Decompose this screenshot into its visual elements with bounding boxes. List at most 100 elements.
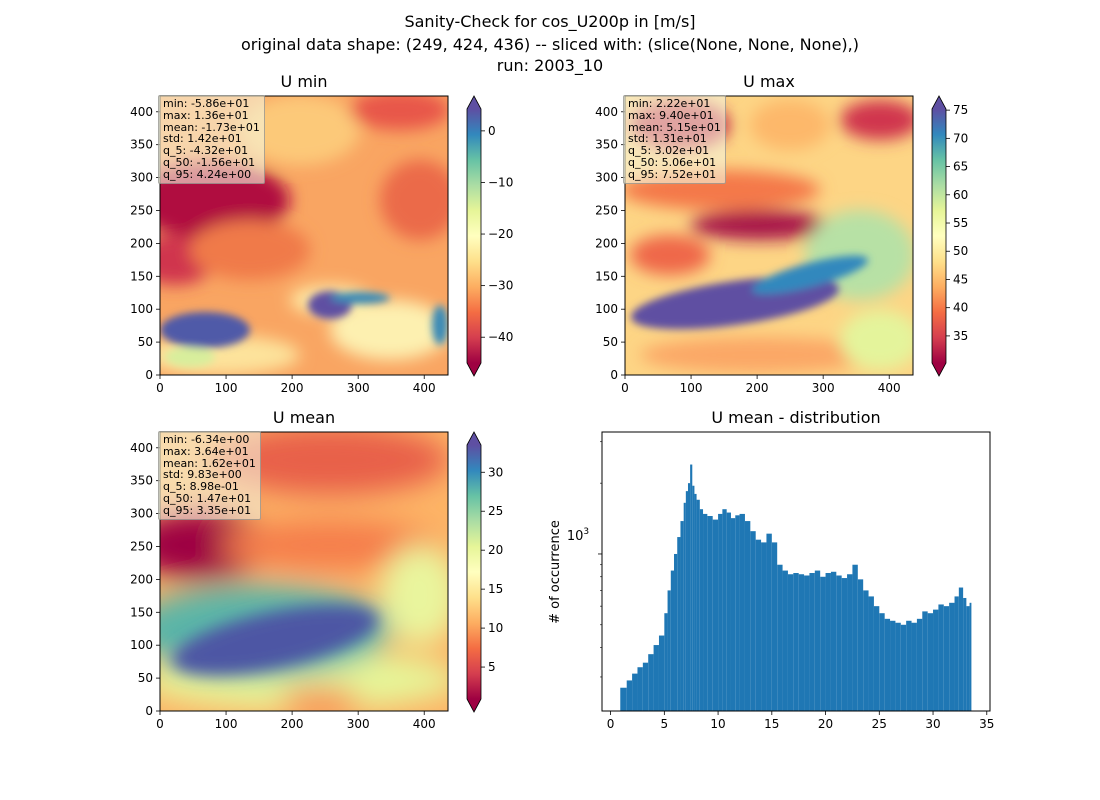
umin-xtick-label: 200 bbox=[281, 381, 304, 395]
hist-bar bbox=[949, 602, 955, 711]
umin-ytick-label: 400 bbox=[130, 105, 153, 119]
umean-stat-line: std: 9.83e+00 bbox=[163, 468, 242, 482]
hist-bar bbox=[927, 613, 934, 711]
umean-stat-line: mean: 1.62e+01 bbox=[163, 456, 256, 470]
umax-colorbar-tick-label: 75 bbox=[953, 103, 968, 117]
hist-xtick-label: 20 bbox=[818, 717, 833, 731]
hist-bar bbox=[722, 509, 727, 711]
hist-bar bbox=[707, 516, 713, 711]
hist-bar bbox=[847, 574, 853, 711]
hist-bar bbox=[777, 564, 783, 711]
hist-bar bbox=[670, 570, 675, 711]
hist-bar bbox=[938, 604, 944, 711]
umin-ytick-label: 300 bbox=[130, 171, 153, 185]
hist-bar bbox=[830, 571, 837, 711]
hist-bar bbox=[761, 542, 767, 711]
umean-stat-line: q_5: 8.98e-01 bbox=[163, 480, 239, 494]
hist-xtick-label: 35 bbox=[979, 717, 994, 731]
umean-ytick-label: 0 bbox=[145, 704, 153, 718]
hist-bar bbox=[820, 576, 826, 711]
hist-bar bbox=[766, 533, 772, 711]
umean-stats-box: min: -6.34e+00 max: 3.64e+01 mean: 1.62e+0… bbox=[158, 431, 261, 520]
hist-bar bbox=[735, 515, 740, 711]
umax-ytick-label: 200 bbox=[595, 236, 618, 250]
umax-xtick-label: 200 bbox=[746, 381, 769, 395]
umax-axes-frame bbox=[624, 95, 914, 376]
umean-ytick-label: 300 bbox=[130, 507, 153, 521]
umax-colorbar-tick-label: 65 bbox=[953, 160, 968, 174]
umax-stat-line: mean: 5.15e+01 bbox=[628, 120, 721, 134]
umax-ytick-label: 300 bbox=[595, 171, 618, 185]
hist-bar bbox=[718, 513, 723, 711]
umin-stat-line: min: -5.86e+01 bbox=[163, 97, 250, 110]
hist-bar bbox=[620, 687, 627, 711]
umean-ytick-label: 100 bbox=[130, 638, 153, 652]
hist-xtick-label: 15 bbox=[764, 717, 779, 731]
hist-bar bbox=[922, 611, 928, 711]
figure-title-line1: Sanity-Check for cos_U200p in [m/s] bbox=[404, 12, 696, 31]
hist-bar bbox=[857, 579, 864, 711]
umean-stat-line: min: -6.34e+00 bbox=[163, 433, 250, 446]
figure-title-line3: run: 2003_10 bbox=[496, 56, 604, 75]
umean-ytick-label: 400 bbox=[130, 441, 153, 455]
hist-xtick-label: 5 bbox=[661, 717, 669, 731]
umin-stat-line: mean: -1.73e+01 bbox=[163, 120, 260, 134]
hist-bar bbox=[963, 597, 967, 711]
hist-xtick-label: 25 bbox=[872, 717, 887, 731]
umin-xtick-label: 300 bbox=[347, 381, 370, 395]
figure-title-line2: original data shape: (249, 424, 436) -- … bbox=[241, 35, 859, 54]
hist-bar bbox=[809, 573, 815, 711]
umax-stat-line: q_5: 3.02e+01 bbox=[628, 144, 710, 158]
umean-axes-frame bbox=[159, 431, 449, 712]
umin-xtick-label: 0 bbox=[156, 381, 164, 395]
hist-bar bbox=[699, 509, 704, 711]
hist-bar bbox=[966, 606, 970, 711]
umean-ytick-label: 250 bbox=[130, 539, 153, 553]
umean-colorbar-tick-label: 5 bbox=[488, 660, 496, 674]
hist-bar bbox=[690, 464, 693, 711]
hist-bar bbox=[664, 613, 668, 711]
hist-bar bbox=[637, 667, 643, 711]
hist-bar bbox=[879, 613, 885, 711]
umin-ytick-label: 100 bbox=[130, 302, 153, 316]
hist-bar bbox=[696, 499, 700, 711]
umin-xtick-label: 400 bbox=[413, 381, 436, 395]
hist-bar bbox=[744, 521, 751, 711]
hist-xtick-label: 10 bbox=[710, 717, 725, 731]
hist-bar bbox=[667, 590, 671, 711]
umin-stat-line: std: 1.42e+01 bbox=[163, 132, 242, 146]
hist-bar bbox=[626, 680, 633, 711]
umax-ytick-label: 150 bbox=[595, 269, 618, 283]
hist-bar bbox=[793, 573, 799, 711]
umean-xtick-label: 100 bbox=[215, 717, 238, 731]
hist-bar bbox=[798, 574, 805, 711]
umax-xtick-label: 300 bbox=[812, 381, 835, 395]
hist-bar bbox=[863, 590, 869, 711]
umin-colorbar-tick-label: −30 bbox=[488, 279, 513, 293]
hist-bar bbox=[890, 620, 896, 711]
hist-title: U mean - distribution bbox=[711, 408, 881, 427]
hist-bar bbox=[873, 606, 880, 711]
hist-bar bbox=[958, 587, 964, 711]
hist-bar bbox=[703, 513, 708, 711]
umax-stat-line: q_50: 5.06e+01 bbox=[628, 155, 717, 169]
umin-axes-frame bbox=[159, 95, 449, 376]
hist-bar bbox=[814, 570, 821, 711]
umean-colorbar bbox=[466, 431, 482, 713]
umin-colorbar-tick-label: −10 bbox=[488, 175, 513, 189]
umin-ytick-label: 250 bbox=[130, 203, 153, 217]
umean-colorbar-tick-label: 20 bbox=[488, 543, 503, 557]
umin-colorbar-tick-label: 0 bbox=[488, 124, 496, 138]
umin-colorbar-tick-label: −20 bbox=[488, 227, 513, 241]
hist-bar bbox=[906, 620, 912, 711]
umin-ytick-label: 50 bbox=[138, 335, 153, 349]
umean-stat-line: max: 3.64e+01 bbox=[163, 444, 249, 458]
umax-ytick-label: 100 bbox=[595, 302, 618, 316]
umax-colorbar-tick-label: 70 bbox=[953, 131, 968, 145]
hist-bar bbox=[632, 673, 638, 711]
umean-ytick-label: 200 bbox=[130, 572, 153, 586]
hist-bar bbox=[900, 624, 907, 711]
umin-ytick-label: 350 bbox=[130, 138, 153, 152]
umax-colorbar-tick-label: 55 bbox=[953, 216, 968, 230]
umax-stat-line: std: 1.31e+01 bbox=[628, 132, 707, 146]
